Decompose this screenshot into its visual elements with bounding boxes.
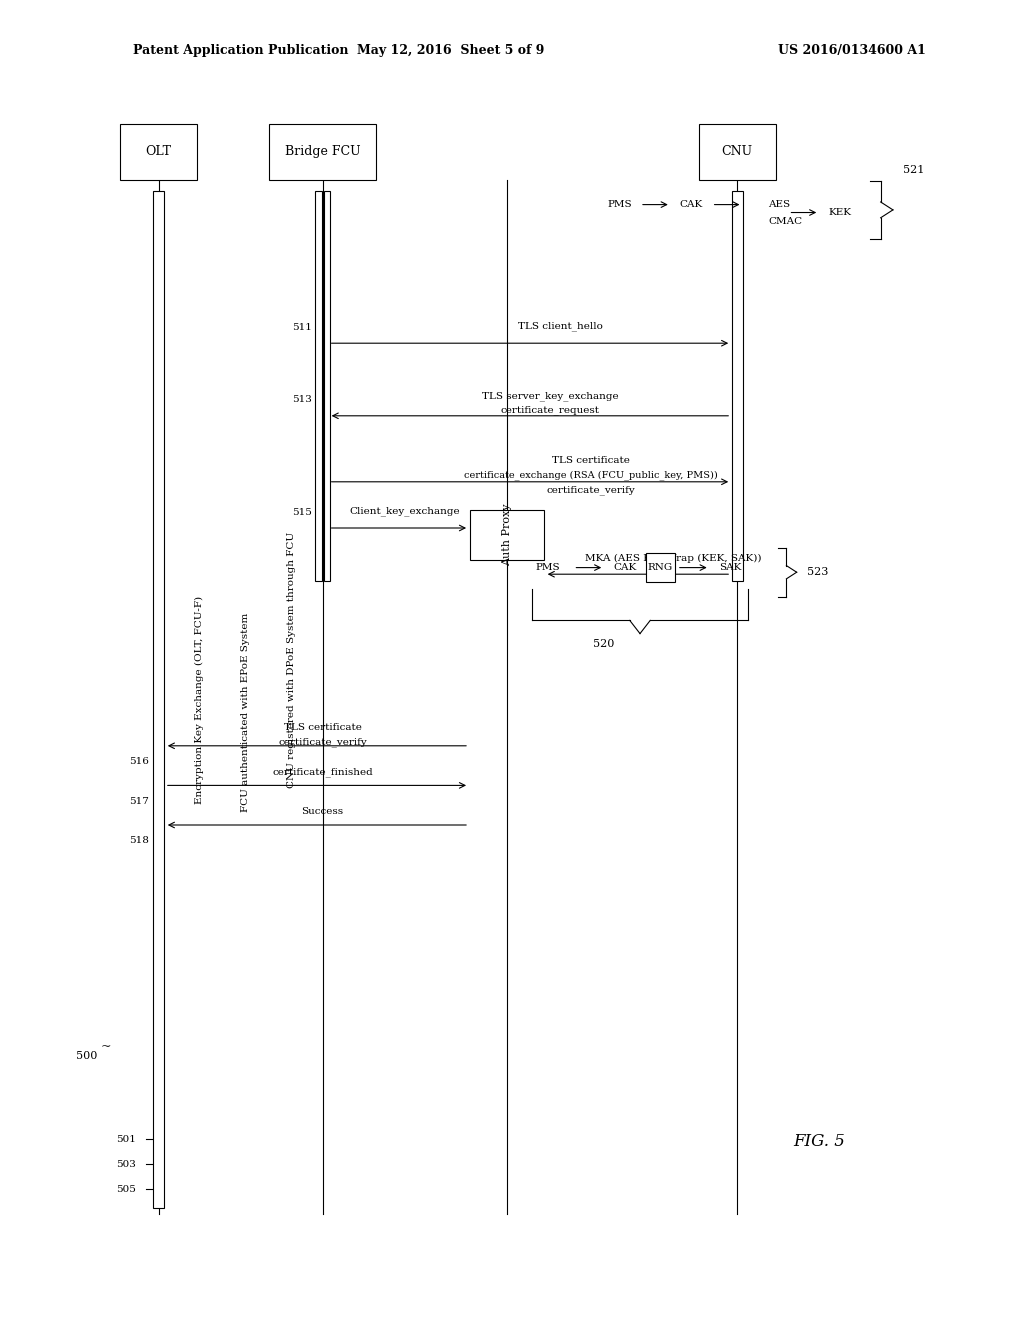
Text: TLS certificate: TLS certificate xyxy=(552,457,631,465)
Bar xyxy=(315,191,322,581)
Text: AES: AES xyxy=(768,201,791,209)
Text: PMS: PMS xyxy=(607,201,632,209)
Bar xyxy=(731,191,743,581)
Text: 516: 516 xyxy=(129,758,148,766)
Text: 517: 517 xyxy=(129,797,148,805)
Bar xyxy=(268,124,377,180)
Text: certificate_finished: certificate_finished xyxy=(272,767,373,777)
Text: 511: 511 xyxy=(293,323,312,331)
Text: 513: 513 xyxy=(293,396,312,404)
Bar xyxy=(698,124,776,180)
Text: Client_key_exchange: Client_key_exchange xyxy=(349,506,460,516)
Text: CNU registered with DPoE System through FCU: CNU registered with DPoE System through … xyxy=(288,532,296,788)
Text: PMS: PMS xyxy=(536,564,560,572)
Text: TLS certificate: TLS certificate xyxy=(284,723,361,731)
Text: Success: Success xyxy=(301,808,344,816)
Text: CMAC: CMAC xyxy=(768,218,802,226)
Text: KEK: KEK xyxy=(828,209,851,216)
Text: 505: 505 xyxy=(117,1185,136,1193)
Bar xyxy=(324,191,330,581)
Text: certificate_exchange (RSA (FCU_public_key, PMS)): certificate_exchange (RSA (FCU_public_ke… xyxy=(465,470,718,480)
Text: FCU authenticated with EPoE System: FCU authenticated with EPoE System xyxy=(242,614,250,812)
Text: OLT: OLT xyxy=(145,145,172,158)
Text: 521: 521 xyxy=(903,165,925,176)
Text: 518: 518 xyxy=(129,837,148,845)
Text: MKA (AES Key Wrap (KEK, SAK)): MKA (AES Key Wrap (KEK, SAK)) xyxy=(585,554,762,562)
Text: Encryption Key Exchange (OLT, FCU-F): Encryption Key Exchange (OLT, FCU-F) xyxy=(196,595,204,804)
Text: TLS client_hello: TLS client_hello xyxy=(518,321,603,331)
Text: ~: ~ xyxy=(100,1040,111,1053)
Text: Bridge FCU: Bridge FCU xyxy=(285,145,360,158)
Bar xyxy=(470,510,544,560)
Text: 515: 515 xyxy=(293,508,312,516)
Text: TLS server_key_exchange: TLS server_key_exchange xyxy=(482,391,618,401)
Text: CNU: CNU xyxy=(722,145,753,158)
Text: certificate_verify: certificate_verify xyxy=(547,484,636,495)
Text: US 2016/0134600 A1: US 2016/0134600 A1 xyxy=(778,44,926,57)
Text: 523: 523 xyxy=(807,568,828,577)
Text: RNG: RNG xyxy=(648,564,673,572)
Text: 500: 500 xyxy=(76,1051,97,1061)
Text: CAK: CAK xyxy=(680,201,702,209)
Text: FIG. 5: FIG. 5 xyxy=(794,1134,845,1150)
Text: 520: 520 xyxy=(594,639,614,649)
Text: CAK: CAK xyxy=(613,564,636,572)
Text: Auth Proxy: Auth Proxy xyxy=(502,503,512,566)
Bar xyxy=(646,553,675,582)
Bar xyxy=(154,191,164,1208)
Text: certificate_request: certificate_request xyxy=(501,405,600,416)
Text: SAK: SAK xyxy=(719,564,741,572)
Text: certificate_verify: certificate_verify xyxy=(279,737,367,747)
Text: Patent Application Publication: Patent Application Publication xyxy=(133,44,348,57)
Text: May 12, 2016  Sheet 5 of 9: May 12, 2016 Sheet 5 of 9 xyxy=(357,44,544,57)
Text: 503: 503 xyxy=(117,1160,136,1168)
Text: 501: 501 xyxy=(117,1135,136,1143)
Bar xyxy=(121,124,197,180)
